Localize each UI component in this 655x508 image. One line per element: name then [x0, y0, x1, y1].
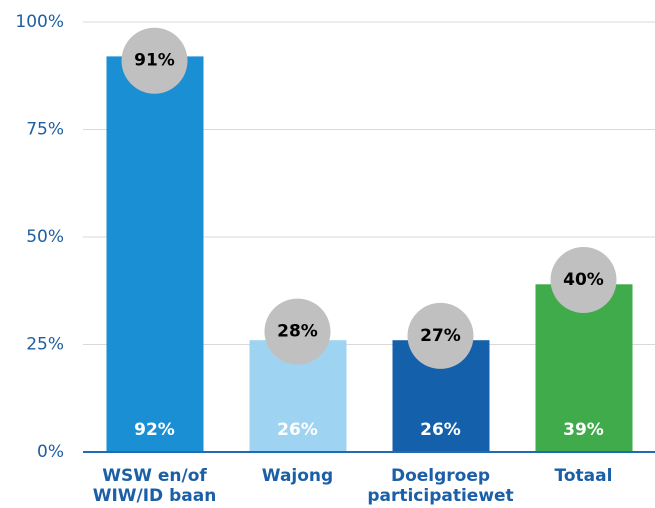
x-tick-label: participatiewet [367, 486, 513, 506]
y-tick-label: 50% [26, 227, 64, 247]
x-tick-label: WSW en/of [102, 466, 207, 486]
marker [121, 27, 188, 94]
value-label: 26% [420, 420, 461, 440]
marker [550, 247, 617, 313]
y-tick-label: 100% [15, 12, 64, 32]
marker [264, 298, 331, 365]
value-label: 26% [277, 420, 318, 440]
y-tick-label: 25% [26, 335, 64, 355]
value-label: 39% [563, 420, 604, 440]
marker-label: 28% [277, 322, 318, 342]
x-tick-label: Totaal [555, 466, 613, 486]
x-tick-label: Wajong [262, 466, 333, 486]
marker-label: 91% [134, 51, 175, 71]
marker-label: 40% [563, 270, 604, 290]
marker-label: 27% [420, 326, 461, 346]
marker [407, 302, 474, 369]
x-tick-label: WIW/ID baan [93, 486, 217, 506]
x-tick-label: Doelgroep [391, 466, 490, 486]
bar [106, 56, 204, 453]
y-tick-label: 75% [26, 120, 64, 140]
value-label: 92% [134, 420, 175, 440]
y-tick-label: 0% [37, 442, 64, 462]
